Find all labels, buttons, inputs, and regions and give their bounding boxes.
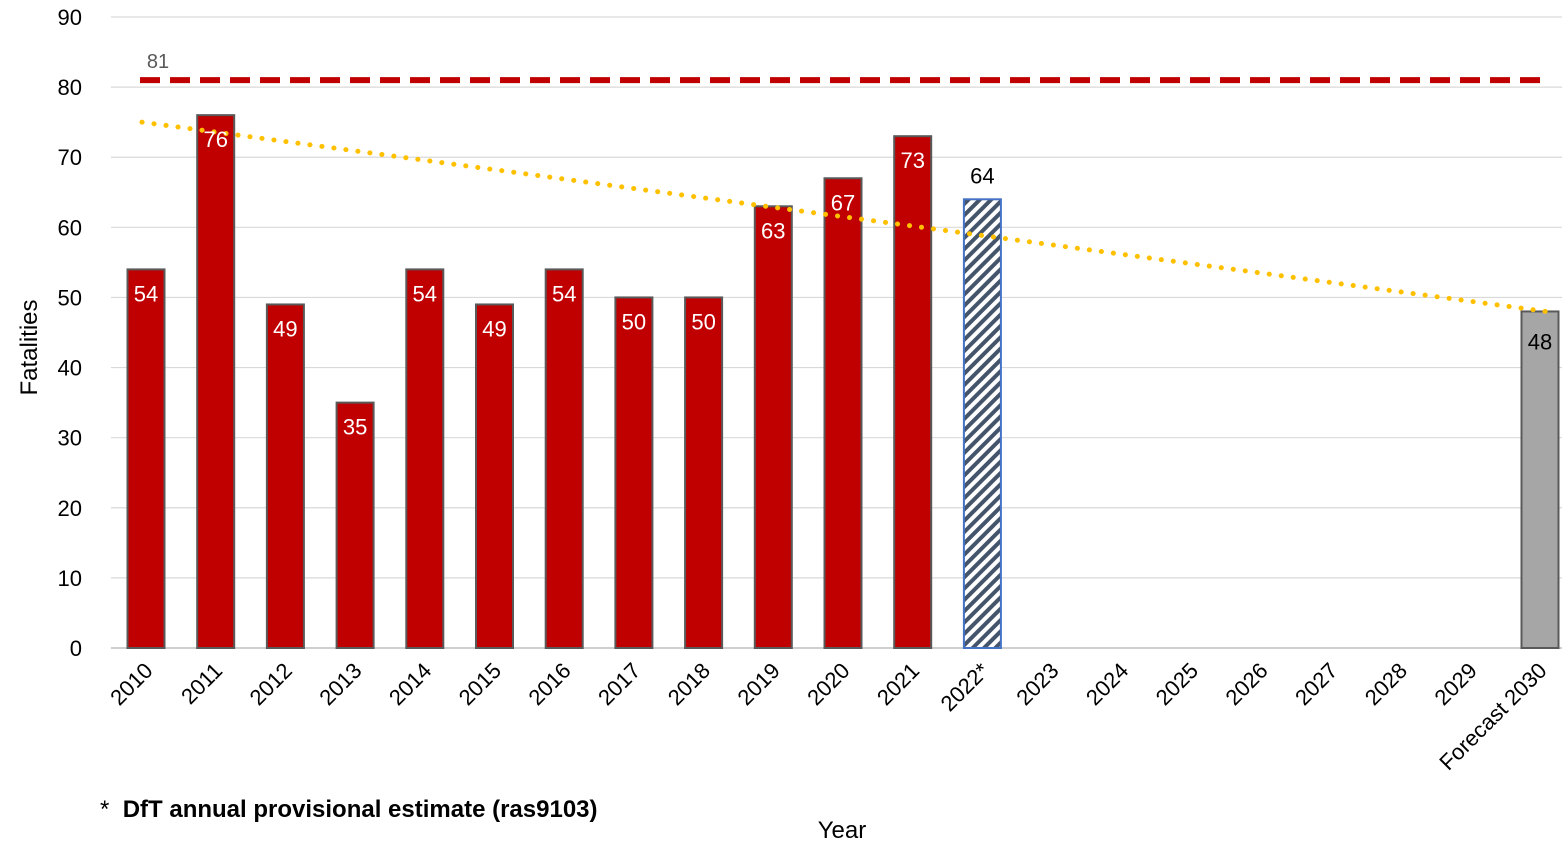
x-tick-label: 2013 — [314, 658, 366, 710]
data-label-2011: 76 — [203, 127, 227, 152]
bar-2021 — [893, 135, 933, 649]
data-label-2020: 67 — [831, 190, 855, 215]
bar-2019 — [753, 205, 793, 650]
y-tick-label: 60 — [58, 215, 82, 240]
x-tick-label: 2015 — [454, 658, 506, 710]
x-tick-label: 2018 — [663, 658, 715, 710]
x-tick-label: 2024 — [1081, 658, 1133, 710]
data-label-2016: 54 — [552, 281, 576, 306]
y-tick-label: 90 — [58, 5, 82, 30]
data-label-2021: 73 — [900, 148, 924, 173]
x-tick-label: 2020 — [802, 658, 854, 710]
x-tick-label: 2023 — [1011, 658, 1063, 710]
y-tick-label: 30 — [58, 426, 82, 451]
x-tick-label: 2025 — [1151, 658, 1203, 710]
bar-2013 — [335, 401, 375, 649]
y-tick-label: 40 — [58, 356, 82, 381]
overlay-lines — [139, 77, 1549, 314]
data-label-2013: 35 — [343, 415, 367, 440]
x-tick-label: 2028 — [1360, 658, 1412, 710]
bar-Forecast 2030 — [1520, 310, 1560, 649]
x-tick-label: 2012 — [245, 658, 297, 710]
x-tick-label: 2026 — [1220, 658, 1272, 710]
bar-2017 — [614, 296, 654, 649]
x-tick-label: 2029 — [1430, 658, 1482, 710]
bar-2020 — [823, 177, 863, 649]
y-tick-label: 20 — [58, 496, 82, 521]
x-tick-label: 2017 — [593, 658, 645, 710]
bar-2022* — [962, 198, 1002, 650]
bar-2018 — [684, 296, 724, 649]
y-tick-label: 10 — [58, 566, 82, 591]
data-label-2014: 54 — [413, 281, 437, 306]
data-label-2015: 49 — [482, 316, 506, 341]
y-tick-label: 70 — [58, 145, 82, 170]
bars — [126, 114, 1560, 650]
footnote: * DfT annual provisional estimate (ras91… — [100, 796, 598, 824]
x-tick-label: 2014 — [384, 658, 436, 710]
bar-2012 — [265, 303, 305, 649]
bar-2011 — [196, 114, 236, 649]
y-tick-label: 80 — [58, 75, 82, 100]
data-label-2010: 54 — [134, 281, 158, 306]
x-tick-label: 2019 — [733, 658, 785, 710]
footnote-text: DfT annual provisional estimate (ras9103… — [122, 796, 598, 823]
data-label-2022*: 64 — [970, 163, 994, 188]
data-label-2019: 63 — [761, 218, 785, 243]
x-axis-title: Year — [818, 817, 867, 844]
reference-line-label: 81 — [147, 51, 169, 73]
x-tick-label: 2027 — [1290, 658, 1342, 710]
footnote-marker: * — [100, 796, 110, 823]
y-tick-label: 0 — [70, 636, 82, 661]
data-label-Forecast 2030: 48 — [1528, 329, 1552, 354]
data-label-2018: 50 — [691, 309, 715, 334]
bar-2010 — [126, 268, 166, 649]
data-label-2012: 49 — [273, 316, 297, 341]
x-tick-label: 2011 — [176, 658, 227, 709]
y-tick-label: 50 — [58, 285, 82, 310]
x-tick-label: 2021 — [872, 658, 924, 710]
bar-2014 — [405, 268, 445, 649]
y-axis-title: Fatalities — [16, 299, 43, 395]
data-label-2017: 50 — [622, 309, 646, 334]
bar-2015 — [475, 303, 514, 649]
x-tick-label: 2022* — [936, 658, 995, 717]
x-tick-label: 2010 — [105, 658, 157, 710]
bar-2016 — [544, 268, 584, 649]
x-tick-label: 2016 — [523, 658, 575, 710]
data-labels: 54 76 49 35 54 49 54 50 50 63 67 73 64 48 81 — [134, 51, 1552, 440]
